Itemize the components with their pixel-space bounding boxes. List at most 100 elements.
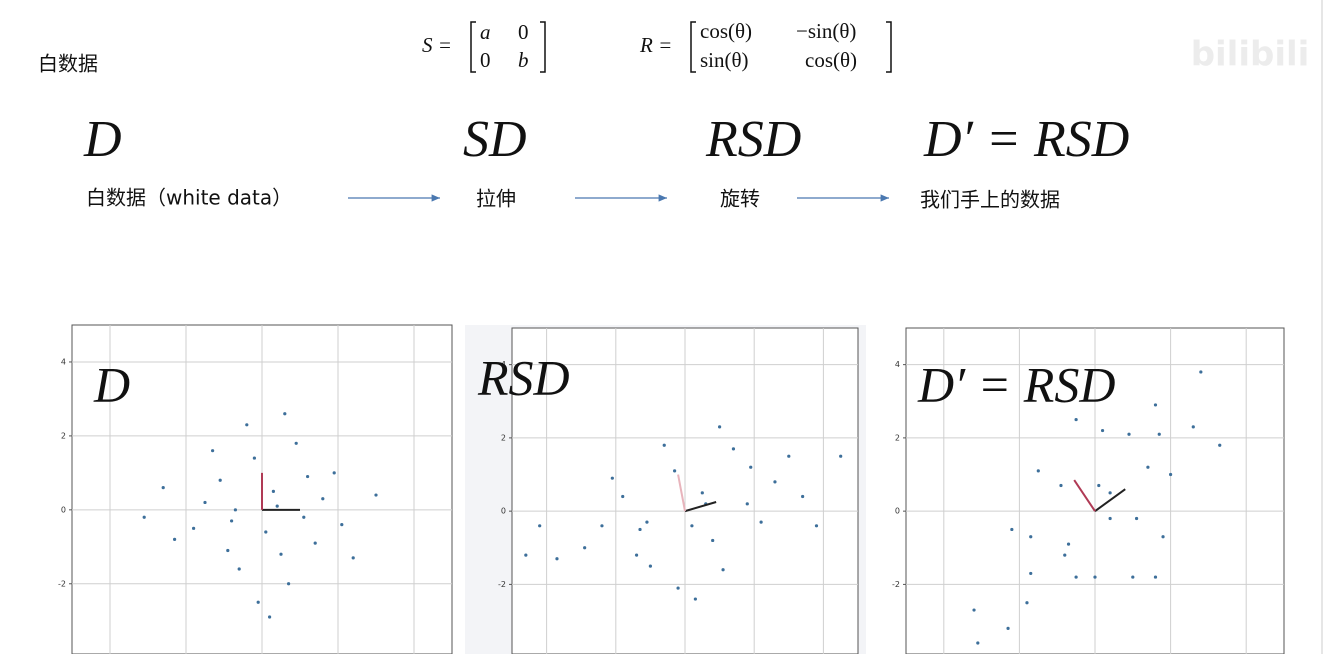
point	[1029, 535, 1033, 539]
pipeline-label: 白数据（white data）	[86, 186, 292, 210]
point	[294, 441, 298, 445]
point	[351, 556, 355, 560]
point	[634, 553, 639, 557]
point	[711, 538, 715, 543]
matrix-entry: cos(θ)	[805, 48, 857, 72]
point	[555, 557, 559, 561]
matrix-entry: b	[518, 48, 529, 72]
point	[1153, 575, 1158, 579]
y-tick-label: 0	[61, 505, 66, 514]
formula-lhs: S =	[422, 33, 452, 57]
pipeline-symbol: D	[83, 111, 122, 168]
pipeline-label: 拉伸	[476, 187, 516, 211]
axis-vector	[684, 501, 717, 513]
y-tick-label: -2	[498, 580, 506, 589]
y-tick-label: 0	[895, 507, 900, 516]
point	[638, 527, 642, 532]
point	[1146, 465, 1150, 469]
point	[700, 491, 704, 495]
point	[1100, 428, 1105, 433]
point	[264, 530, 268, 534]
point	[662, 443, 666, 447]
y-tick-label: -2	[58, 579, 66, 588]
point	[976, 641, 980, 645]
point	[1108, 491, 1112, 495]
point	[1059, 483, 1063, 488]
pipeline-symbol: SD	[463, 111, 527, 168]
point	[233, 508, 237, 512]
point	[583, 546, 587, 550]
point	[275, 504, 279, 508]
point	[801, 494, 805, 499]
point	[1218, 443, 1222, 447]
point	[749, 465, 753, 469]
point	[332, 471, 336, 475]
point	[972, 608, 976, 612]
y-tick-label: 4	[501, 360, 506, 369]
plot-title: RSD	[477, 349, 570, 405]
point	[1074, 417, 1078, 422]
point	[321, 497, 325, 501]
point	[1074, 575, 1078, 579]
point	[1025, 601, 1029, 605]
point	[600, 524, 604, 528]
point	[1006, 626, 1010, 630]
y-tick-label: 2	[501, 433, 506, 442]
y-tick-label: 2	[61, 431, 66, 440]
point	[759, 520, 763, 524]
watermark: bilibili	[1191, 35, 1310, 75]
point	[1191, 425, 1195, 429]
point	[245, 423, 249, 427]
y-tick-label: 4	[61, 357, 66, 366]
point	[1127, 432, 1131, 436]
point	[1036, 469, 1040, 473]
point	[218, 478, 222, 482]
pipeline-symbol: D′ = RSD	[923, 111, 1129, 168]
point	[1131, 575, 1135, 579]
matrix-entry: sin(θ)	[700, 48, 749, 72]
point	[306, 474, 310, 479]
point	[1199, 370, 1203, 374]
axis-vector	[677, 474, 686, 512]
point	[1063, 553, 1067, 557]
point	[610, 476, 614, 480]
axis-vector	[1094, 488, 1126, 512]
point	[161, 486, 165, 490]
point	[721, 568, 725, 572]
point	[787, 454, 791, 458]
axis-vector	[1073, 479, 1096, 512]
point	[621, 494, 625, 499]
plot-title: D	[93, 356, 130, 412]
point	[718, 425, 722, 429]
point	[237, 567, 241, 571]
point	[676, 586, 680, 590]
point	[1010, 527, 1014, 532]
point	[1066, 542, 1071, 546]
y-tick-label: 2	[895, 433, 900, 442]
point	[287, 582, 291, 586]
matrix-entry: 0	[518, 20, 529, 44]
point	[1153, 403, 1158, 407]
formula-lhs: R =	[639, 33, 672, 57]
point	[173, 537, 177, 542]
point	[374, 493, 378, 497]
matrix-entry: −sin(θ)	[796, 19, 856, 43]
slide-title: 白数据	[38, 52, 98, 76]
point	[1157, 432, 1161, 436]
point	[648, 564, 653, 568]
pipeline-label: 旋转	[720, 187, 760, 211]
point	[302, 515, 306, 519]
point	[252, 456, 256, 460]
point	[192, 526, 196, 530]
y-tick-label: -2	[892, 580, 900, 589]
point	[211, 449, 215, 453]
point	[731, 447, 736, 451]
point	[814, 524, 819, 528]
matrix-bracket	[470, 21, 546, 73]
y-tick-label: 0	[501, 507, 506, 516]
point	[690, 524, 694, 528]
point	[538, 524, 542, 528]
plot-title: D′ = RSD	[917, 356, 1115, 412]
